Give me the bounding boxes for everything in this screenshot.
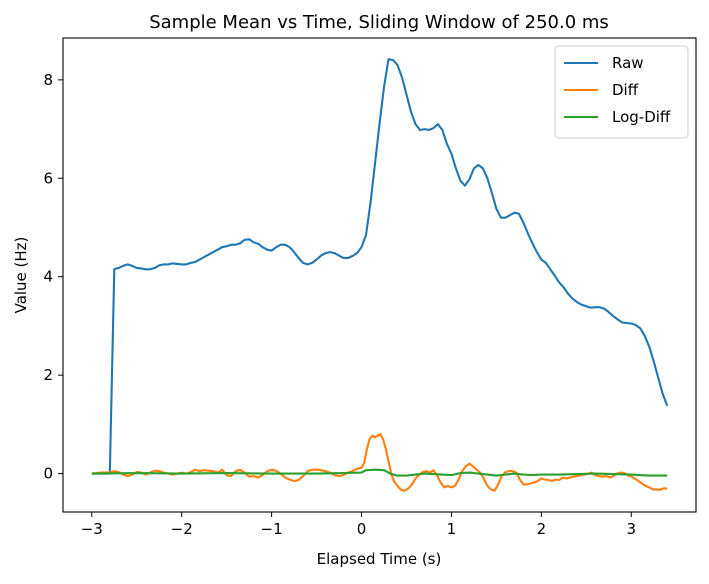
plot-frame [62, 37, 697, 513]
x-tick-label: −2 [171, 520, 193, 538]
y-axis-label: Value (Hz) [12, 237, 30, 314]
legend-label: Raw [612, 54, 644, 72]
series-line-log-diff [91, 468, 668, 477]
y-tick-label: 8 [43, 71, 53, 89]
x-tick-label: 0 [357, 520, 367, 538]
legend-label: Log-Diff [612, 108, 671, 126]
legend-frame [554, 45, 689, 139]
x-tick-label: 3 [626, 520, 636, 538]
y-tick-label: 2 [43, 366, 53, 384]
x-tick-label: 1 [447, 520, 457, 538]
series-line-raw [91, 58, 669, 475]
y-tick-label: 4 [43, 268, 53, 286]
y-tick-label: 0 [43, 465, 53, 483]
legend: Raw Diff Log-Diff [554, 45, 689, 139]
x-axis-label: Elapsed Time (s) [317, 550, 442, 568]
y-tick-label: 6 [43, 169, 53, 187]
x-tick-label: −1 [261, 520, 283, 538]
x-tick-label: 2 [537, 520, 547, 538]
chart-title: Sample Mean vs Time, Sliding Window of 2… [149, 12, 609, 33]
series-line-diff [91, 433, 668, 492]
series-layer [91, 58, 669, 492]
legend-label: Diff [612, 81, 639, 99]
x-tick-label: −3 [81, 520, 103, 538]
axes-layer: −3 −2 −1 0 1 2 3 0 2 4 6 8 [43, 71, 636, 538]
